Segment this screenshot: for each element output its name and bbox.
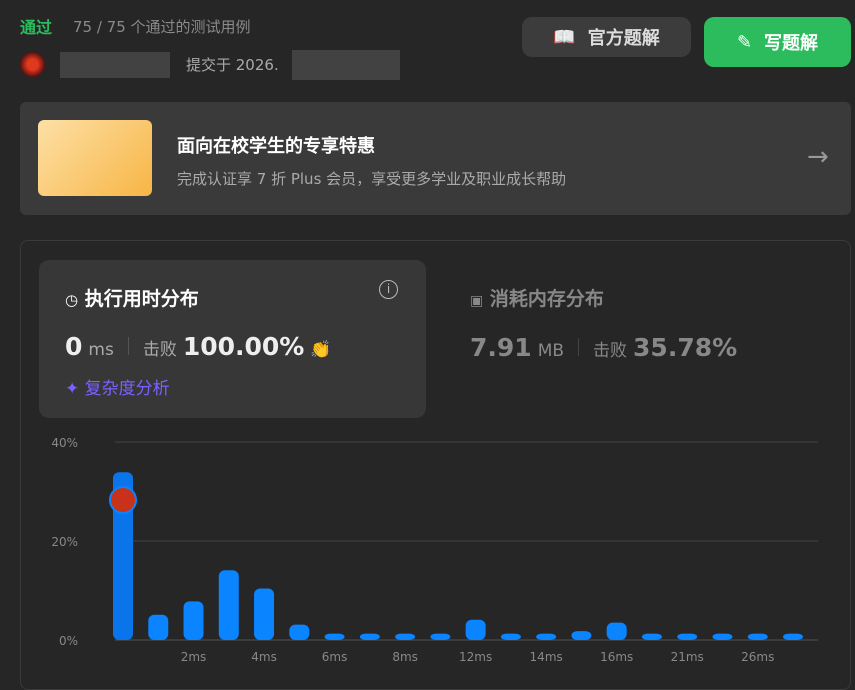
- redacted-date: [292, 50, 400, 80]
- submitted-time: 提交于 2026.: [186, 56, 279, 74]
- bar: [148, 614, 169, 640]
- chip-icon: ▣: [470, 293, 484, 309]
- promo-subtitle: 完成认证享 7 折 Plus 会员，享受更多学业及职业成长帮助: [177, 170, 567, 188]
- bar: [395, 633, 416, 640]
- bar: [783, 633, 803, 640]
- y-tick-label: 40%: [51, 436, 78, 450]
- bar: [359, 633, 380, 640]
- memory-title-text: 消耗内存分布: [489, 288, 604, 310]
- info-icon[interactable]: i: [379, 280, 398, 299]
- bar: [500, 633, 521, 640]
- redacted-username: [60, 52, 170, 78]
- bar: [465, 619, 486, 640]
- runtime-value: 0: [65, 332, 83, 361]
- bar: [677, 633, 698, 640]
- memory-value: 7.91: [470, 333, 532, 362]
- book-icon: 📖: [553, 26, 576, 48]
- graduation-cap-icon: [38, 120, 152, 196]
- promo-title: 面向在校学生的专享特惠: [177, 136, 375, 157]
- x-tick-label: 2ms: [181, 650, 207, 664]
- student-promo-banner[interactable]: 面向在校学生的专享特惠 完成认证享 7 折 Plus 会员，享受更多学业及职业成…: [20, 102, 851, 215]
- clock-icon: ◷: [65, 291, 79, 309]
- status-accepted: 通过: [20, 18, 53, 37]
- bar: [571, 631, 592, 640]
- memory-card[interactable]: ▣ 消耗内存分布 7.91 MB 击败 35.78%: [470, 284, 737, 362]
- bar: [712, 633, 733, 640]
- complexity-label: 复杂度分析: [84, 379, 170, 399]
- runtime-card[interactable]: ◷ 执行用时分布 i 0 ms 击败 100.00% 👏 ✦ 复杂度分析: [39, 260, 426, 418]
- bar: [430, 633, 451, 640]
- beats-label: 击败: [142, 340, 177, 360]
- y-tick-label: 20%: [51, 535, 78, 549]
- bar: [218, 570, 239, 640]
- memory-unit: MB: [537, 341, 565, 361]
- bar: [536, 633, 557, 640]
- bar: [183, 601, 204, 640]
- bar: [254, 588, 275, 640]
- x-tick-label: 6ms: [322, 650, 348, 664]
- official-solution-label: 官方题解: [587, 28, 660, 49]
- user-avatar-marker: [109, 486, 137, 514]
- test-cases-count: 75 / 75 个通过的测试用例: [73, 18, 251, 36]
- clap-icon: 👏: [310, 340, 332, 360]
- x-tick-label: 16ms: [600, 650, 633, 664]
- edit-icon: ✎: [736, 31, 753, 53]
- beats-label: 击败: [593, 341, 628, 361]
- write-solution-label: 写题解: [764, 33, 819, 54]
- bar: [641, 633, 662, 640]
- runtime-title: ◷ 执行用时分布: [65, 284, 199, 311]
- runtime-unit: ms: [88, 340, 114, 360]
- bar: [747, 633, 768, 640]
- x-tick-label: 21ms: [671, 650, 704, 664]
- memory-beats: 35.78%: [633, 333, 738, 362]
- runtime-title-text: 执行用时分布: [84, 288, 199, 310]
- sparkle-icon: ✦: [65, 379, 80, 399]
- avatar[interactable]: [20, 52, 45, 77]
- official-solution-button[interactable]: 📖 官方题解: [522, 17, 691, 57]
- bar: [606, 622, 627, 640]
- divider: [578, 338, 580, 356]
- divider: [127, 337, 129, 355]
- bar: [289, 624, 310, 640]
- arrow-right-icon[interactable]: →: [807, 142, 829, 172]
- y-tick-label: 0%: [59, 634, 78, 648]
- runtime-beats: 100.00%: [182, 332, 305, 361]
- x-tick-label: 14ms: [530, 650, 563, 664]
- x-tick-label: 8ms: [392, 650, 418, 664]
- write-solution-button[interactable]: ✎ 写题解: [704, 17, 851, 67]
- memory-title: ▣ 消耗内存分布: [470, 284, 737, 311]
- bar: [324, 633, 345, 640]
- x-tick-label: 12ms: [459, 650, 492, 664]
- bar: [113, 472, 133, 640]
- complexity-analysis-link[interactable]: ✦ 复杂度分析: [65, 374, 170, 399]
- x-tick-label: 26ms: [741, 650, 774, 664]
- x-tick-label: 4ms: [251, 650, 277, 664]
